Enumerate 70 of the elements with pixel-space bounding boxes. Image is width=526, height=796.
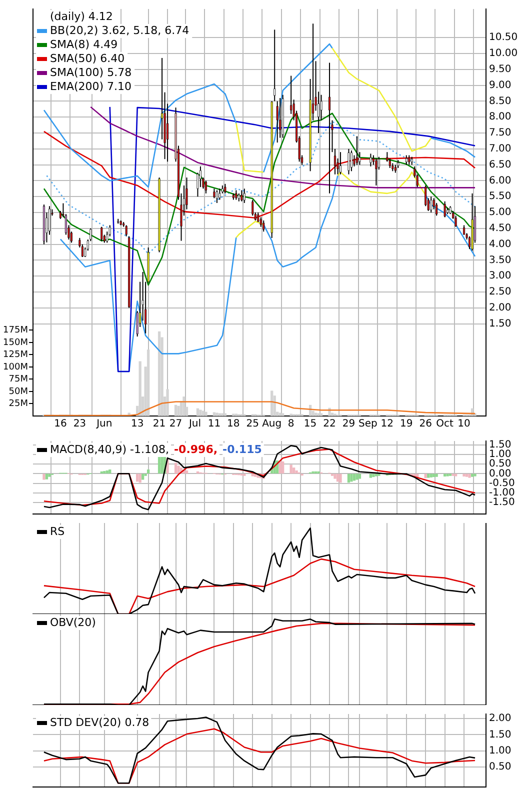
y-tick-label: 2.00 <box>489 302 512 314</box>
series-label: -0.115 <box>222 442 262 456</box>
y-tick-label: 1.00 <box>489 745 512 756</box>
y-tick-label: -1.00 <box>489 487 515 498</box>
y-tick-label: 1.50 <box>489 318 512 330</box>
x-tick-label: 11 <box>208 418 221 430</box>
y-tick-label: 4.50 <box>489 222 512 234</box>
x-tick-label: 23 <box>73 418 86 430</box>
legend-label: OBV(20) <box>50 616 96 629</box>
x-tick-label: 25 <box>246 418 260 430</box>
x-tick-label: 10 <box>458 418 470 430</box>
y-tick-label: 1.50 <box>489 439 512 450</box>
x-tick-label: Jul <box>188 418 202 430</box>
x-tick-label: Oct <box>436 418 454 430</box>
y-tick-label: 8.50 <box>489 96 512 107</box>
y-tick-label: -0.50 <box>489 478 515 489</box>
y-tick-label: 6.50 <box>489 159 512 170</box>
y-tick-label: 9.00 <box>489 80 512 91</box>
x-tick-label: 29 <box>342 418 356 430</box>
legend-label: EMA(200) 7.10 <box>50 80 132 93</box>
x-tick-label: 15 <box>304 418 317 430</box>
legend-label: SMA(50) 6.40 <box>50 52 125 65</box>
y-tick-label: 8.00 <box>489 112 512 123</box>
y2-tick-label: 175M <box>3 326 28 336</box>
legend-label: SMA(8) 4.49 <box>50 38 118 51</box>
y-tick-label: 2.50 <box>489 286 512 298</box>
y2-tick-label: 75M <box>8 374 28 385</box>
y2-tick-label: 100M <box>3 362 28 372</box>
y-tick-label: 0.50 <box>489 762 512 773</box>
y-tick-label: 5.00 <box>489 207 512 218</box>
y-tick-label: 4.00 <box>489 238 512 250</box>
legend-label: BB(20,2) 3.62, 5.18, 6.74 <box>50 24 190 37</box>
y-tick-label: 3.00 <box>489 270 512 282</box>
series-label: -0.996, <box>174 442 218 456</box>
x-tick-label: 18 <box>227 418 240 430</box>
legend-label: MACD(8,40,9) -1.108, <box>50 442 169 456</box>
legend-label: RS <box>50 524 65 538</box>
y-tick-label: 9.50 <box>489 64 512 76</box>
y-tick-label: 10.00 <box>489 48 518 60</box>
y-tick-label: 5.50 <box>489 191 512 202</box>
y-tick-label: 3.50 <box>489 254 512 266</box>
x-tick-label: 21 <box>152 418 166 430</box>
y-tick-label: 0.50 <box>489 458 512 470</box>
x-tick-label: Jun <box>96 418 112 430</box>
y-tick-label: 6.00 <box>489 175 512 186</box>
y-tick-label: 10.50 <box>489 32 518 44</box>
x-tick-label: 22 <box>323 418 336 430</box>
y-tick-label: 7.00 <box>489 144 512 154</box>
x-tick-label: 13 <box>130 418 144 430</box>
x-tick-label: 8 <box>288 418 294 430</box>
x-tick-label: 27 <box>169 418 182 430</box>
y-tick-label: 1.50 <box>489 729 512 740</box>
x-tick-label: 19 <box>400 418 413 430</box>
x-tick-label: Sep <box>358 418 378 430</box>
legend-label: SMA(100) 5.78 <box>50 66 132 79</box>
y-tick-label: 7.50 <box>489 128 512 139</box>
y2-tick-label: 50M <box>8 386 28 397</box>
x-tick-label: Aug <box>262 418 282 430</box>
x-tick-label: 16 <box>54 418 67 430</box>
y2-tick-label: 125M <box>3 350 28 360</box>
x-tick-label: 12 <box>380 418 394 430</box>
y-tick-label: 2.00 <box>489 713 512 724</box>
chart-title: (daily) 4.12 <box>50 10 113 23</box>
y-tick-label: 1.00 <box>489 449 512 460</box>
x-tick-label: 26 <box>419 418 432 430</box>
y2-tick-label: 25M <box>8 399 28 410</box>
y2-tick-label: 150M <box>3 338 28 348</box>
y-tick-label: 0.00 <box>489 468 512 480</box>
legend-label: STD DEV(20) 0.78 <box>50 716 150 729</box>
y-tick-label: -1.50 <box>489 497 515 508</box>
